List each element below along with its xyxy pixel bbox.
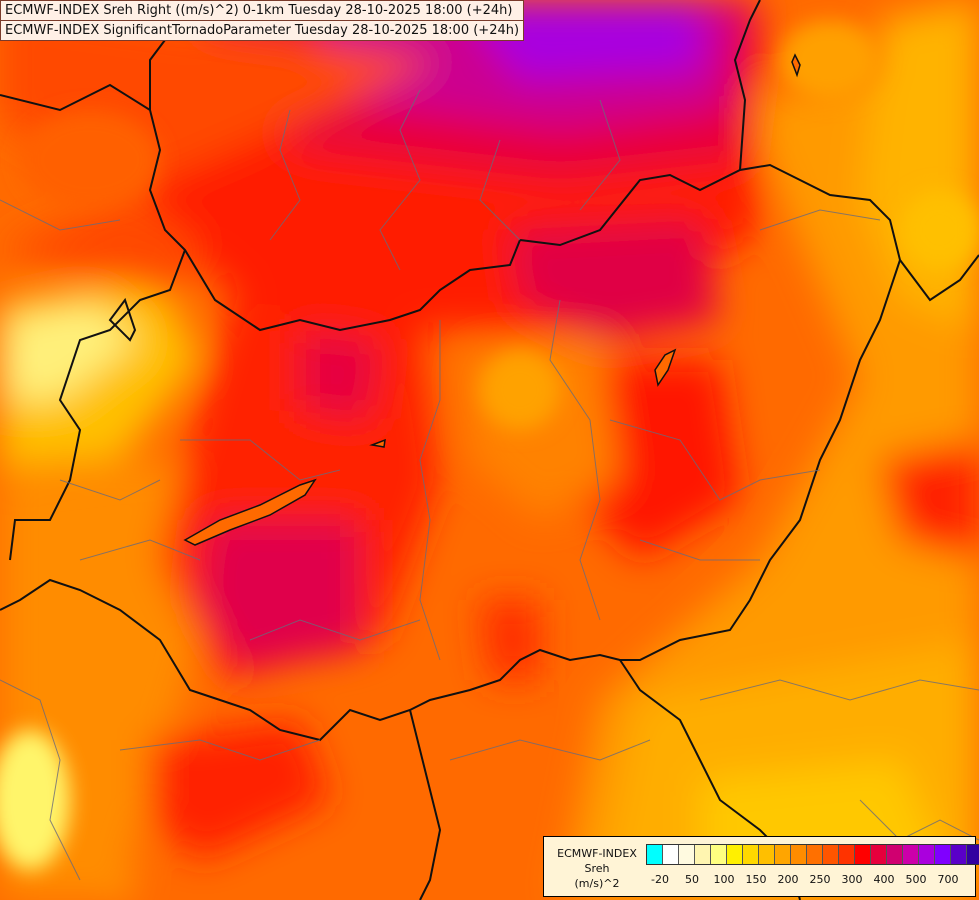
legend-swatch xyxy=(951,845,967,864)
legend-tick-label: 300 xyxy=(841,873,863,886)
legend-tick-label: 50 xyxy=(685,873,699,886)
legend-title-source: ECMWF-INDEX xyxy=(557,847,637,860)
legend-title: ECMWF-INDEX Sreh (m/s)^2 xyxy=(550,846,644,891)
legend-swatch xyxy=(663,845,679,864)
legend-swatch xyxy=(679,845,695,864)
legend-tick-label: 400 xyxy=(873,873,895,886)
legend-swatch xyxy=(839,845,855,864)
legend-tick-label: 150 xyxy=(745,873,767,886)
legend-tick-label: 100 xyxy=(713,873,735,886)
header-title-sreh: ECMWF-INDEX Sreh Right ((m/s)^2) 0-1km T… xyxy=(0,0,525,21)
color-legend: ECMWF-INDEX Sreh (m/s)^2 -20 50 100 150 200 2… xyxy=(543,836,979,897)
legend-tick-label: -20 xyxy=(651,873,669,886)
legend-swatch xyxy=(887,845,903,864)
legend-swatch xyxy=(791,845,807,864)
legend-tick-label: 700 xyxy=(937,873,959,886)
legend-swatch xyxy=(967,845,979,864)
legend-swatch xyxy=(727,845,743,864)
header-block: ECMWF-INDEX Sreh Right ((m/s)^2) 0-1km T… xyxy=(0,0,525,41)
legend-tick-label: 250 xyxy=(809,873,831,886)
legend-swatch xyxy=(855,845,871,864)
legend-swatch xyxy=(743,845,759,864)
legend-swatch xyxy=(935,845,951,864)
legend-tick-labels: -20 50 100 150 200 250 300 400 500 700 xyxy=(646,873,976,889)
legend-swatch xyxy=(695,845,711,864)
legend-swatch xyxy=(711,845,727,864)
legend-tick-label: 200 xyxy=(777,873,799,886)
legend-title-variable: Sreh xyxy=(584,862,610,875)
legend-swatch xyxy=(807,845,823,864)
legend-swatch xyxy=(823,845,839,864)
legend-swatch xyxy=(871,845,887,864)
legend-color-scale xyxy=(646,844,979,865)
legend-swatch xyxy=(919,845,935,864)
regional-borders xyxy=(0,89,979,881)
legend-title-unit: (m/s)^2 xyxy=(574,877,620,890)
field-detail-layer xyxy=(0,20,979,870)
legend-swatch xyxy=(775,845,791,864)
legend-swatch xyxy=(759,845,775,864)
lakes xyxy=(183,53,801,546)
header-title-stp: ECMWF-INDEX SignificantTornadoParameter … xyxy=(0,21,525,41)
legend-swatch xyxy=(647,845,663,864)
legend-tick-label: 500 xyxy=(905,873,927,886)
legend-swatch xyxy=(903,845,919,864)
